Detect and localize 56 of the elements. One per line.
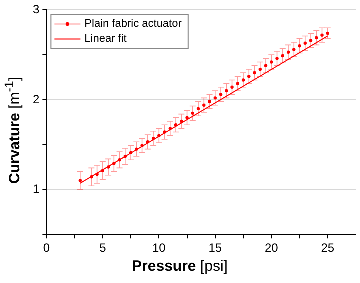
point: [219, 92, 223, 96]
point: [304, 42, 307, 46]
y-tick-label: 3: [32, 2, 40, 17]
x-tick-label: 20: [264, 241, 279, 256]
y-tick-label: 2: [32, 92, 40, 106]
legend-label: Linear fit: [84, 33, 127, 46]
point: [152, 136, 156, 140]
point: [146, 140, 150, 144]
point: [129, 151, 133, 155]
point: [276, 57, 279, 60]
point: [196, 107, 200, 111]
point: [112, 162, 116, 166]
point: [168, 127, 172, 130]
point: [230, 86, 234, 89]
point: [78, 179, 82, 182]
point: [163, 130, 166, 134]
point: [118, 158, 122, 162]
point: [253, 71, 256, 75]
x-tick-label: 10: [152, 241, 166, 256]
x-tick-label: 0: [43, 241, 50, 256]
legend-label: Plain fabric actuator: [84, 18, 182, 30]
point: [315, 36, 318, 40]
point: [124, 154, 128, 158]
point: [174, 123, 178, 127]
x-tick-label: 15: [208, 241, 222, 256]
point: [158, 134, 161, 138]
y-tick-label: 1: [32, 182, 40, 196]
point: [236, 82, 240, 86]
point: [135, 148, 138, 151]
point: [248, 75, 251, 78]
point: [186, 116, 189, 120]
point: [264, 64, 268, 68]
point: [258, 68, 262, 72]
point: [281, 54, 284, 58]
point: [191, 112, 194, 116]
point: [292, 48, 296, 52]
point: [101, 169, 105, 172]
point: [208, 100, 212, 104]
x-tick-label: 5: [100, 241, 107, 256]
point: [309, 39, 313, 42]
x-axis-title: Pressure [psi]: [131, 258, 229, 275]
point: [298, 44, 302, 48]
point: [106, 166, 110, 169]
point: [96, 172, 99, 176]
point: [326, 32, 330, 36]
x-tick-label: 25: [321, 241, 335, 256]
point: [242, 78, 246, 82]
point: [140, 144, 144, 148]
point: [286, 50, 290, 54]
point: [320, 34, 324, 37]
point: [202, 104, 206, 107]
point: [214, 96, 217, 100]
point: [225, 89, 228, 93]
point: [270, 60, 274, 64]
point: [180, 120, 184, 124]
point: [90, 176, 94, 179]
